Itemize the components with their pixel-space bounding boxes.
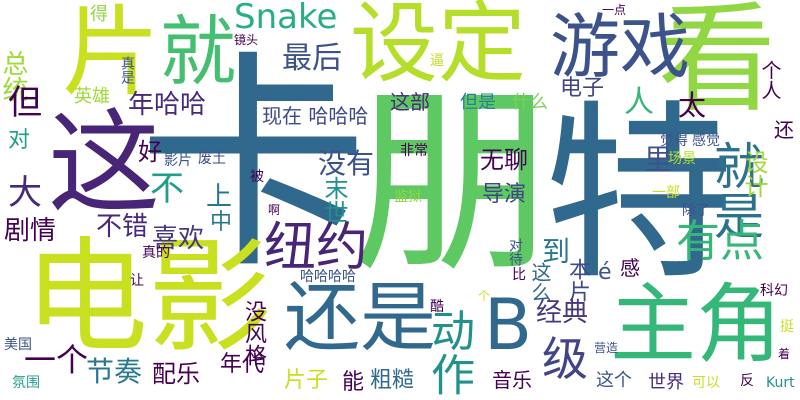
word-dianzi: 电子	[560, 76, 605, 101]
word-da: 大	[8, 173, 42, 213]
word-dan: 但	[8, 83, 42, 123]
word-shang: 上	[206, 182, 233, 212]
word-fan: 反	[740, 373, 754, 389]
word-juqing: 剧情	[4, 216, 57, 246]
word-hai: 还	[774, 118, 794, 142]
word-tai: 太	[678, 89, 707, 122]
word-zhe2: 着	[778, 347, 791, 361]
word-haishi: 还是	[284, 273, 436, 362]
word-meiguo: 美国	[4, 337, 32, 353]
word-zhebu: 这部	[390, 90, 430, 114]
word-de: 得	[90, 4, 108, 25]
word-shenme: 什么	[512, 92, 548, 113]
word-ting: 挺	[780, 319, 794, 335]
word-kan: 看	[658, 0, 777, 128]
word-moshi: 末世	[320, 176, 348, 224]
word-ganjue: 感觉	[692, 133, 720, 149]
word-jiushi: 就是	[706, 140, 764, 240]
word-geren: 个人	[758, 60, 782, 100]
word-gan: 感	[620, 256, 640, 280]
word-xianzai: 现在 哈哈哈	[262, 104, 369, 128]
word-chule: 除了	[682, 203, 710, 219]
word-jingtou: 镜头	[234, 33, 259, 47]
word-bei: 被	[250, 169, 264, 185]
word-keyi: 可以	[692, 375, 720, 391]
word-daoyan: 导演	[482, 182, 527, 207]
word-youdian: 有点	[676, 216, 764, 267]
word-changjing: 场景	[668, 151, 696, 167]
word-wuliao: 无聊	[480, 146, 528, 174]
word-jiu: 就	[160, 7, 236, 96]
word-zuihou: 最后	[282, 41, 342, 76]
word-yidian: 一点	[602, 3, 627, 17]
word-meifengge: 没风格	[241, 300, 266, 366]
word-nianhaha: 年哈哈	[128, 90, 207, 120]
word-zheme: 这么	[528, 262, 552, 302]
word-shijie: 世界	[648, 372, 684, 393]
word-yinyue: 音乐	[492, 368, 532, 392]
word-peiyue: 配乐	[152, 360, 200, 388]
word-snake: Snake	[234, 0, 338, 37]
word-zongtong: 总统	[0, 50, 28, 102]
word-benpian: 本片	[565, 258, 590, 302]
word-pian: 片	[62, 0, 161, 110]
word-peng: 朋	[352, 67, 553, 300]
word-sheding: 设定	[350, 0, 527, 95]
word-te: 特	[544, 84, 735, 305]
word-neng: 能	[342, 370, 365, 395]
word-duidai: 对待	[507, 238, 523, 266]
word-li: 里	[644, 143, 673, 176]
word-zhenshi: 真是	[119, 56, 135, 84]
word-sheji: 设计	[740, 150, 768, 198]
word-dongzuo: 动作	[423, 308, 474, 396]
word-jianyu: 监狱	[394, 189, 422, 205]
word-yingxiong: 英雄	[74, 86, 110, 107]
word-feichang: 非常	[400, 143, 428, 159]
word-zhong: 中	[210, 210, 233, 235]
word-jingdian: 经典	[536, 298, 589, 328]
word-rang: 让	[130, 273, 144, 289]
word-niandai: 年代	[220, 352, 265, 377]
word-yingpian: 影片	[164, 153, 192, 169]
word-ren: 人	[624, 85, 654, 120]
word-bucuo: 不错	[96, 212, 149, 242]
word-yingzao: 营造	[594, 341, 619, 355]
word-niuyue: 纽约	[264, 218, 369, 278]
word-hao: 好	[138, 138, 162, 166]
word-hahahaha: 哈哈哈哈	[300, 269, 356, 285]
word-dao: 到	[542, 235, 571, 268]
word-kurt: Kurt	[766, 375, 795, 391]
word-ku: 酷	[430, 299, 444, 315]
word-zhe: 这	[48, 99, 160, 229]
word-dui: 对	[8, 128, 31, 153]
word-yibu: 一部	[652, 185, 680, 201]
word-pianzi: 片子	[284, 368, 329, 393]
word-xihuan: 喜欢	[152, 224, 205, 254]
word-ka: 卡	[138, 33, 369, 300]
word-b: B	[484, 284, 533, 366]
word-bi: 逼	[430, 53, 444, 69]
word-ji: 级	[542, 332, 588, 386]
word-e-accent: é	[598, 260, 612, 285]
word-meiyou: 没有	[318, 147, 375, 180]
word-dianying: 电影	[24, 226, 273, 370]
word-yige: 一个	[24, 341, 89, 379]
word-danshi: 但是	[460, 92, 496, 113]
word-zhende: 真的	[142, 245, 170, 261]
word-zhujue: 主角	[610, 275, 782, 375]
word-kehuan: 科幻	[760, 283, 788, 299]
word-jiezou: 节奏	[86, 355, 143, 388]
word-youxi: 游戏	[550, 6, 690, 88]
word-feitu: 废土	[198, 151, 226, 167]
word-juede: 觉得	[660, 133, 688, 149]
word-zhege: 这个	[596, 370, 632, 391]
word-cucao: 粗糙	[370, 368, 415, 393]
word-fenwei: 氛围	[12, 375, 40, 391]
word-ge: 个	[478, 289, 491, 303]
word-bu: 不	[150, 169, 184, 209]
word-bi2: 比	[512, 267, 526, 283]
word-a: 啊	[268, 203, 281, 217]
